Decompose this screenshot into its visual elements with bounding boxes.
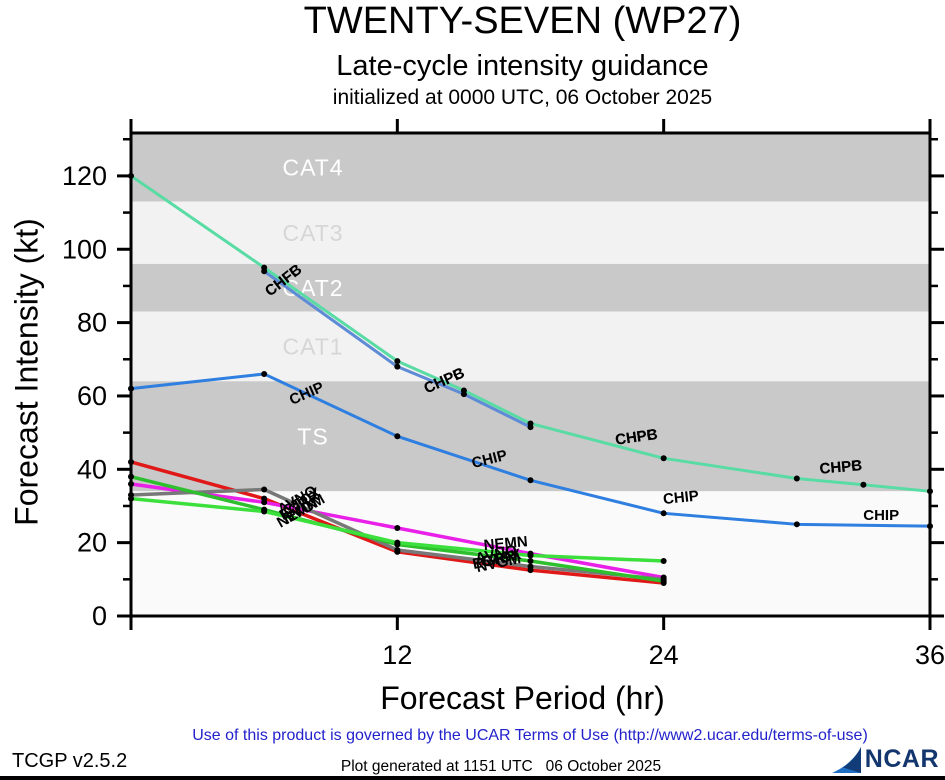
band-label-TS: TS <box>297 423 328 449</box>
model-label-CHPC: CHPC <box>819 457 863 478</box>
y-tick-label: 0 <box>92 601 107 631</box>
band-label-CAT3: CAT3 <box>282 220 343 246</box>
band-label-CAT1: CAT1 <box>282 333 343 359</box>
data-marker-CHPC <box>460 387 467 394</box>
data-marker-CHPC <box>793 475 800 482</box>
tcgp-version: TCGP v2.5.2 <box>12 750 128 772</box>
model-label-CHPC: CHPC <box>614 426 659 449</box>
model-label-CHIP: CHIP <box>662 488 699 509</box>
y-axis-title: Forecast Intensity (kt) <box>8 218 45 526</box>
y-tick-label: 20 <box>77 528 107 558</box>
x-axis-title: Forecast Period (hr) <box>380 680 665 716</box>
data-marker-NVGM <box>660 578 667 585</box>
data-marker-CHPC <box>860 481 867 488</box>
bottom-black-bar <box>0 776 945 780</box>
data-marker-EGRR <box>261 499 268 506</box>
model-label-CHPB: CHPB <box>819 457 863 478</box>
model-label-NEMN: NEMN <box>483 533 528 554</box>
band-CAT1 <box>131 311 930 382</box>
y-tick-label: 120 <box>62 161 107 191</box>
init-time-line: initialized at 0000 UTC, 06 October 2025 <box>332 86 713 109</box>
model-label-CHIP: CHIP <box>863 507 899 524</box>
data-marker-CHPC <box>394 358 401 365</box>
y-tick-label: 80 <box>77 308 107 338</box>
data-marker-CHPB <box>394 363 401 370</box>
data-marker-CTCX <box>394 546 401 553</box>
data-marker-NEMN <box>394 539 401 546</box>
data-marker-NEMN <box>660 557 667 564</box>
data-marker-CHIP <box>261 370 268 377</box>
data-marker-CHIP <box>527 477 534 484</box>
plot-generated-text: Plot generated at 1151 UTC 06 October 20… <box>340 758 662 775</box>
band-CAT2 <box>131 263 930 312</box>
series-line-CHPB <box>262 269 532 429</box>
data-marker-CTCX <box>261 486 268 493</box>
data-marker-CHPC <box>261 264 268 271</box>
model-label-CHPB: CHPB <box>614 426 659 449</box>
data-marker-NVGM <box>527 557 534 564</box>
ncar-swoosh-icon <box>831 746 861 773</box>
data-marker-CHIP <box>660 510 667 517</box>
band-CAT4 <box>131 133 930 202</box>
ncar-logo: NCAR <box>830 745 939 774</box>
data-marker-CTCX <box>527 563 534 570</box>
band-TS <box>131 381 930 492</box>
band-CAT3 <box>131 201 930 264</box>
y-tick-label: 60 <box>77 381 107 411</box>
data-marker-CHIP <box>793 521 800 528</box>
data-marker-CHPC <box>660 455 667 462</box>
x-tick-label: 36 <box>915 640 945 670</box>
storm-title: TWENTY-SEVEN (WP27) <box>303 0 742 42</box>
plot-subtitle: Late-cycle intensity guidance <box>336 50 709 82</box>
band-label-CAT4: CAT4 <box>282 154 343 180</box>
ucar-terms-text: Use of this product is governed by the U… <box>192 727 868 744</box>
x-tick-label: 12 <box>382 640 412 670</box>
y-tick-label: 100 <box>62 234 107 264</box>
data-marker-CHIP <box>394 433 401 440</box>
y-tick-label: 40 <box>77 454 107 484</box>
data-marker-CHPC <box>527 420 534 427</box>
data-marker-EGRR <box>394 524 401 531</box>
data-marker-NEMN <box>261 508 268 515</box>
x-tick-label: 24 <box>649 640 679 670</box>
plot-border <box>129 131 932 618</box>
ncar-logo-text: NCAR <box>864 745 939 773</box>
data-marker-NEMN <box>527 552 534 559</box>
